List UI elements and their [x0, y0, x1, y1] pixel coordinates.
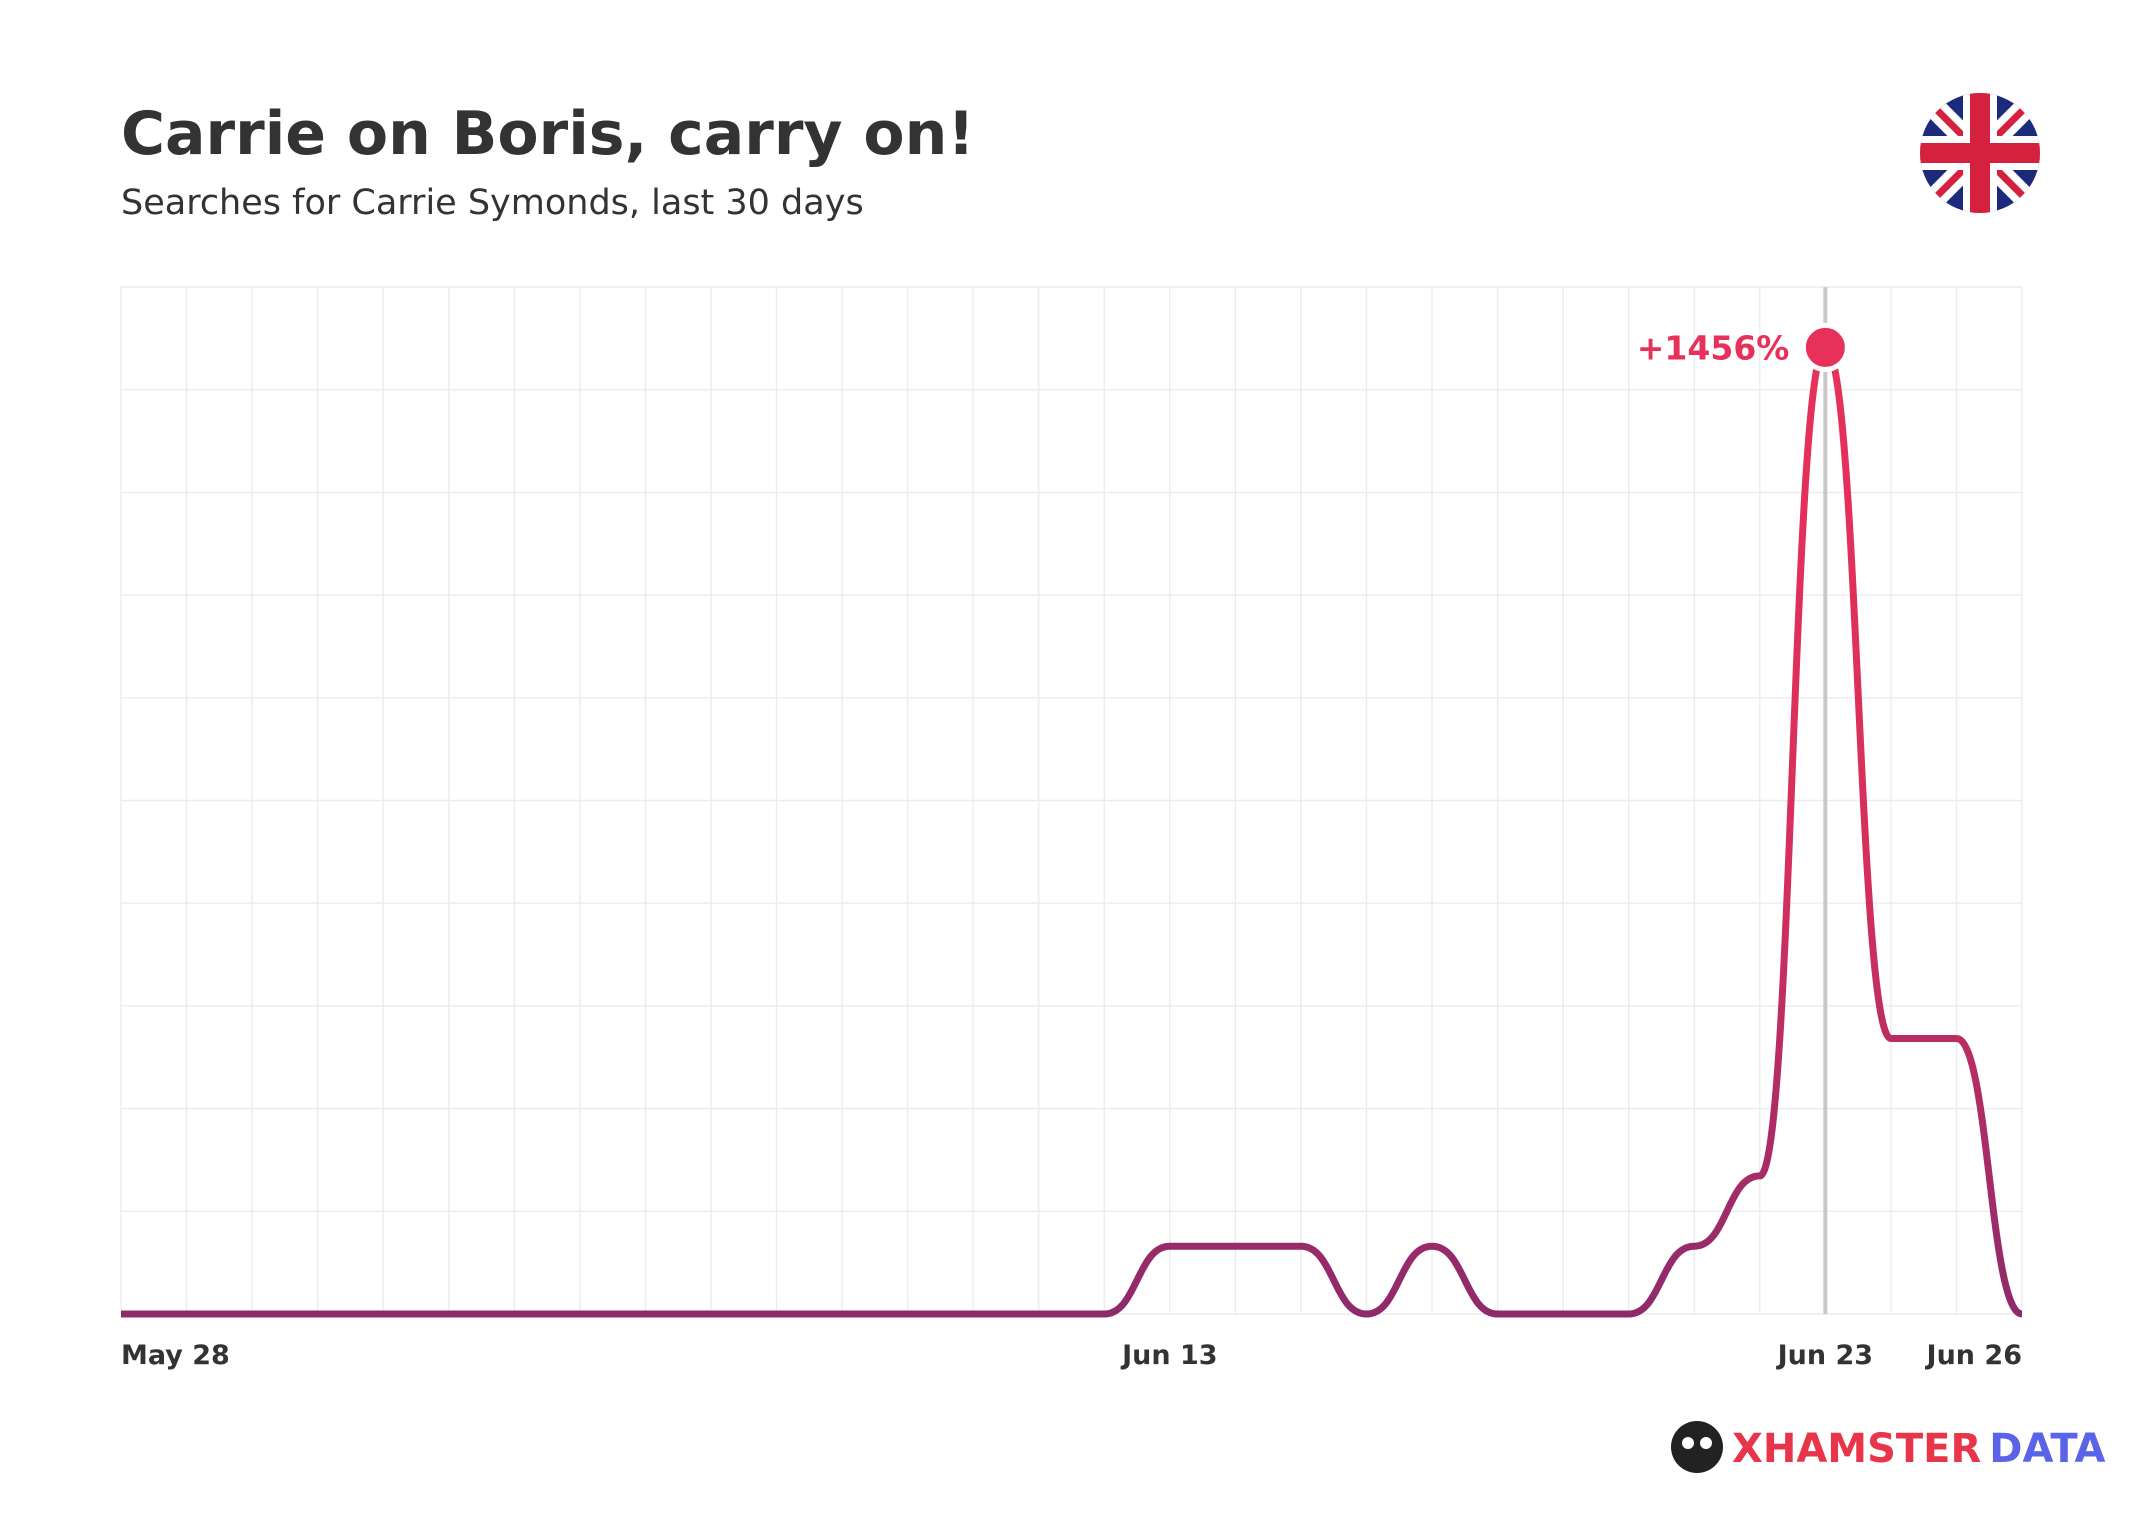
value-label: +1456%	[1637, 328, 1790, 367]
logo-eye	[1700, 1437, 1712, 1449]
logo: XHAMSTER DATA	[1671, 1421, 2106, 1473]
peak-marker	[1800, 322, 1850, 372]
logo-icon	[1671, 1421, 1723, 1473]
x-tick-label: Jun 26	[1925, 1340, 2022, 1371]
chart-subtitle: Searches for Carrie Symonds, last 30 day…	[121, 183, 864, 223]
x-tick-label: Jun 13	[1120, 1340, 1217, 1371]
grid	[120, 286, 2023, 1315]
brand-data: DATA	[1989, 1426, 2105, 1472]
chart-title: Carrie on Boris, carry on!	[121, 99, 975, 169]
x-tick-label: May 28	[121, 1340, 230, 1371]
logo-eye	[1682, 1437, 1694, 1449]
uk-flag	[1920, 93, 2040, 213]
x-tick-label: Jun 23	[1776, 1340, 1873, 1371]
brand-name: XHAMSTER	[1732, 1426, 1981, 1472]
